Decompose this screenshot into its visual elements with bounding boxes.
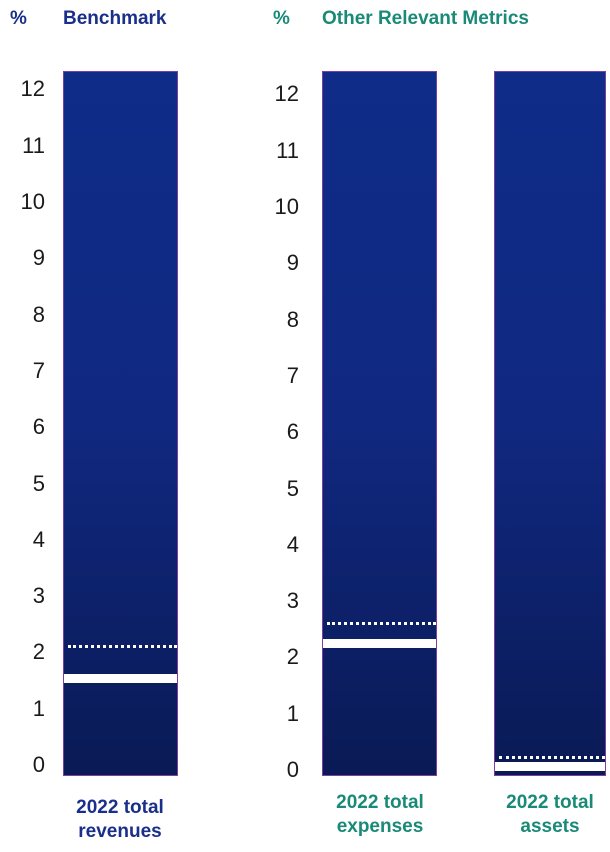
- y-tick-label: 0: [32, 752, 45, 777]
- expenses-column: [322, 71, 437, 776]
- y-tick-label: 11: [276, 137, 299, 163]
- y-tick-label: 5: [32, 470, 45, 496]
- y-tick-label: 3: [286, 588, 299, 614]
- y-tick-label: 0: [286, 757, 299, 782]
- revenues-solid-marker: [64, 673, 177, 683]
- y-tick-label: 5: [286, 475, 299, 501]
- expenses-label-line1: 2022 total: [336, 792, 424, 813]
- revenues-label-line1: 2022 total: [76, 797, 164, 818]
- benchmark-title: Benchmark: [63, 8, 167, 29]
- y-tick-label: 2: [32, 639, 45, 665]
- revenues-dotted-marker: [68, 645, 177, 649]
- y-tick-label: 10: [274, 194, 299, 219]
- expenses-label-line2: expenses: [336, 815, 424, 837]
- benchmark-percent-label: %: [10, 8, 27, 29]
- y-tick-label: 9: [286, 250, 299, 276]
- y-tick-label: 6: [32, 414, 45, 440]
- assets-column: [494, 71, 606, 776]
- expenses-dotted-marker: [327, 622, 436, 626]
- y-tick-label: 2: [286, 644, 299, 670]
- assets-solid-marker: [495, 761, 605, 771]
- y-tick-label: 12: [20, 76, 45, 102]
- assets-label-line2: assets: [520, 815, 580, 837]
- y-tick-label: 4: [32, 526, 45, 552]
- y-tick-label: 3: [32, 583, 45, 609]
- y-tick-label: 10: [20, 189, 45, 214]
- y-tick-label: 1: [32, 695, 45, 721]
- y-tick-label: 8: [32, 301, 45, 327]
- other-metrics-title: Other Relevant Metrics: [322, 8, 529, 29]
- y-tick-label: 7: [286, 362, 299, 388]
- assets-label-line1: 2022 total: [506, 792, 594, 813]
- other-metrics-percent-label: %: [273, 8, 290, 29]
- y-tick-label: 8: [286, 306, 299, 332]
- revenues-label-line2: revenues: [78, 820, 162, 842]
- y-tick-label: 7: [32, 357, 45, 383]
- y-tick-label: 4: [286, 531, 299, 557]
- y-tick-label: 6: [286, 419, 299, 445]
- assets-category-label: 2022 total assets: [482, 791, 610, 839]
- expenses-category-label: 2022 total expenses: [310, 791, 450, 839]
- y-tick-label: 9: [32, 245, 45, 271]
- assets-dotted-marker: [499, 756, 605, 760]
- revenues-category-label: 2022 total revenues: [50, 796, 190, 844]
- y-tick-label: 1: [286, 700, 299, 726]
- y-tick-label: 12: [274, 81, 299, 107]
- expenses-solid-marker: [323, 639, 436, 649]
- y-tick-label: 11: [22, 132, 45, 158]
- revenues-column: [63, 71, 178, 776]
